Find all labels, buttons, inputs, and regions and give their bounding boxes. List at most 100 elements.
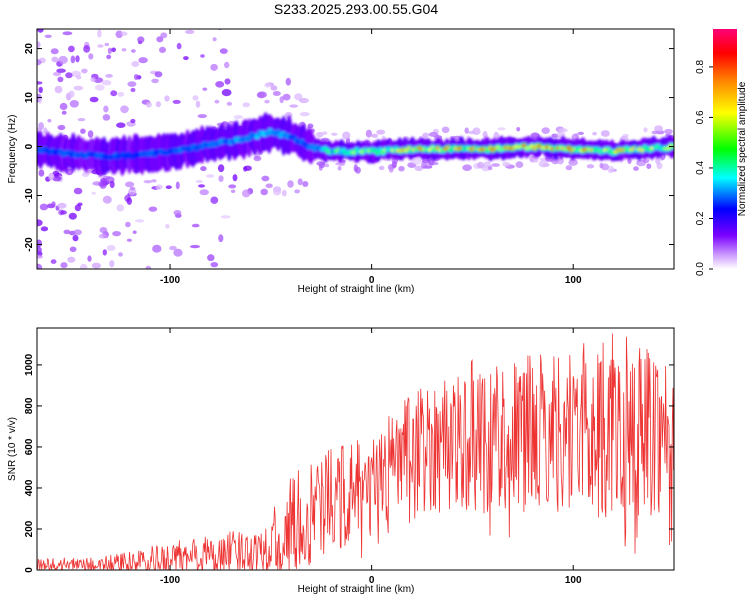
spectrogram-noise-blob	[135, 219, 145, 223]
spectrogram-noise-blob	[243, 165, 252, 171]
spectrogram-noise-blob	[37, 219, 43, 227]
spectrogram-noise-blob	[242, 189, 251, 198]
spectrogram-noise-blob	[62, 31, 73, 36]
spectrogram-noise-blob	[421, 161, 428, 169]
spectrogram-noise-blob	[120, 31, 128, 36]
spectrogram-noise-blob	[99, 227, 108, 234]
spectrogram-noise-blob	[297, 178, 303, 186]
spectrogram-noise-blob	[214, 99, 220, 104]
x-tick-label: 100	[565, 275, 582, 286]
spectrogram-noise-blob	[428, 158, 435, 166]
spectrogram-noise-blob	[150, 275, 155, 278]
spectrogram-noise-blob	[90, 77, 96, 82]
spectrogram-noise-blob	[299, 112, 310, 117]
spectrogram-noise-blob	[165, 185, 172, 189]
spectrogram-noise-blob	[195, 100, 201, 108]
spectrogram-noise-blob	[331, 132, 338, 136]
spectrogram-noise-blob	[52, 175, 62, 182]
spectrogram-noise-blob	[68, 212, 77, 220]
spectrogram-noise-blob	[59, 102, 68, 111]
y-tick-label: -10	[24, 188, 35, 203]
spectrogram-noise-blob	[83, 45, 91, 53]
spectrogram-noise-blob	[265, 184, 273, 189]
spectrogram-noise-blob	[50, 259, 57, 264]
spectrogram-noise-blob	[56, 68, 66, 73]
y-tick-label: 600	[24, 438, 35, 455]
spectrogram-noise-blob	[43, 127, 48, 134]
y-tick-label: -20	[24, 237, 35, 252]
spectrogram-noise-blob	[104, 275, 111, 280]
spectrogram-noise-blob	[131, 61, 140, 67]
spectrogram-noise-blob	[105, 74, 113, 78]
spectrogram-noise-blob	[57, 202, 67, 209]
spectrogram-noise-blob	[210, 63, 218, 71]
snr-series-line	[37, 333, 674, 570]
spectrogram-noise-blob	[118, 252, 123, 257]
spectrogram-noise-blob	[87, 130, 94, 138]
spectrogram-noise-blob	[40, 226, 49, 232]
spectrogram-noise-blob	[97, 44, 104, 48]
spectrogram-noise-blob	[65, 72, 73, 79]
spectrogram-noise-blob	[176, 42, 182, 50]
snr-y-axis-label: SNR (10 * v/v)	[7, 417, 18, 481]
snr-x-axis-label: Height of straight line (km)	[298, 584, 415, 595]
spectrogram-noise-blob	[654, 125, 663, 133]
spectrogram-noise-blob	[37, 255, 43, 259]
spectrogram-noise-blob	[81, 172, 90, 177]
y-tick-label: 0	[24, 567, 35, 573]
spectrogram-noise-blob	[73, 187, 83, 195]
spectrogram-noise-blob	[207, 254, 215, 262]
spectrogram-noise-blob	[60, 262, 68, 269]
spectrogram-noise-blob	[50, 48, 59, 55]
spectrogram-noise-blob	[230, 189, 236, 193]
spectrogram-noise-blob	[200, 54, 205, 58]
spectrogram-noise-blob	[388, 165, 394, 173]
spectrogram-noise-blob	[165, 224, 170, 229]
spectrogram-noise-blob	[191, 223, 200, 228]
spectrogram-noise-blob	[175, 181, 180, 190]
spectrogram-noise-blob	[57, 76, 64, 83]
spectrogram-noise-blob	[37, 268, 39, 269]
spectrogram-noise-blob	[117, 91, 125, 97]
spectrogram-noise-blob	[556, 157, 564, 165]
spectrogram-noise-blob	[592, 131, 597, 136]
spectrogram-noise-blob	[37, 81, 43, 85]
spectrogram-noise-blob	[95, 84, 105, 91]
spectrogram-noise-blob	[77, 202, 83, 207]
spectrogram-noise-blob	[541, 127, 550, 134]
spectrogram-noise-blob	[199, 189, 209, 196]
spectrogram-noise-blob	[155, 184, 163, 190]
spectrogram-noise-blob	[135, 273, 144, 278]
spectrogram-noise-blob	[197, 114, 207, 119]
colorbar: 0.0 0.2 0.4 0.6 0.8 Normalized spectral ampl…	[695, 29, 748, 276]
spectrogram-noise-blob	[151, 78, 159, 84]
spectrogram-noise-blob	[93, 77, 104, 83]
spectrogram-noise-blob	[412, 158, 422, 165]
spectrogram-noise-blob	[48, 172, 55, 181]
spectrogram-noise-blob	[228, 184, 237, 189]
spectrogram-noise-blob	[607, 165, 615, 174]
spectrogram-noise-blob	[391, 161, 397, 169]
spectrogram-noise-blob	[220, 215, 231, 219]
spectrogram-noise-blob	[69, 100, 79, 108]
spectrogram-noise-blob	[73, 85, 84, 91]
colorbar-tick-label: 0.2	[695, 211, 706, 225]
spectrogram-noise-blob	[190, 244, 200, 249]
spectrogram-noise-blob	[502, 161, 511, 167]
spectrogram-noise-blob	[106, 54, 112, 60]
spectrogram-noise-blob	[102, 249, 108, 256]
spectrogram-noise-blob	[335, 162, 345, 166]
spectrogram-noise-blob	[146, 101, 152, 108]
spectrogram-noise-blob	[264, 99, 270, 104]
spectrogram-noise-blob	[172, 99, 181, 104]
spectrogram-noise-blob	[530, 132, 540, 140]
colorbar-gradient	[713, 29, 737, 269]
spectrogram-noise-blob	[138, 57, 148, 64]
spectrogram-noise-blob	[365, 129, 372, 138]
spectrogram-noise-blob	[264, 83, 271, 88]
spectrogram-noise-blob	[81, 68, 88, 74]
spectrogram-noise-blob	[131, 49, 136, 53]
spectrogram-noise-blob	[151, 179, 157, 183]
spectrogram-noise-blob	[52, 170, 60, 177]
